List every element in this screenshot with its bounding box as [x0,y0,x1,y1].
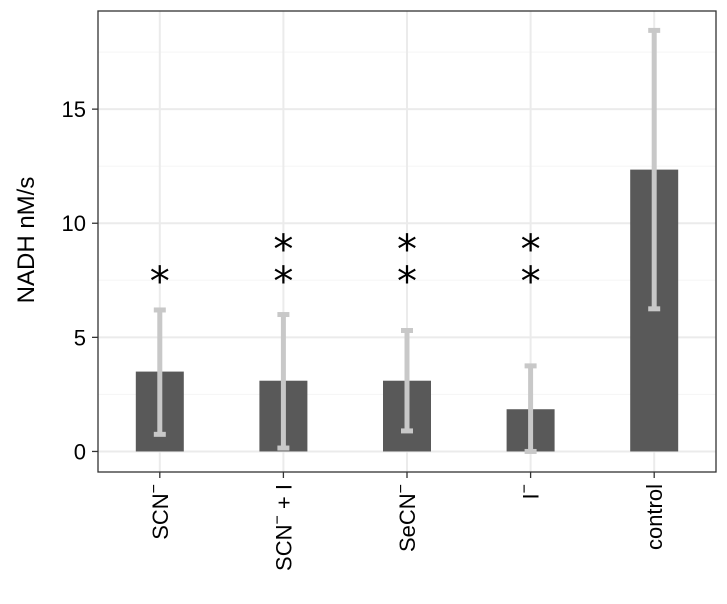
y-tick-label: 0 [74,439,86,464]
significance-marker: * [150,259,170,305]
error-bar [524,363,537,454]
error-bar [153,307,166,437]
error-bar [277,312,290,451]
x-tick-label: SCN− [146,484,173,540]
error-bars [153,27,661,454]
significance-marker: * [397,227,417,273]
y-axis-title: NADH nM/s [13,177,40,304]
significance-marker: * [521,259,541,305]
x-tick-label: SCN− + I [269,484,296,571]
x-tick-label: control [642,484,667,550]
y-tick-label: 10 [62,211,86,236]
y-tick-label: 15 [62,97,86,122]
x-tick-label: I− [517,484,544,499]
y-tick-label: 5 [74,325,86,350]
y-axis: 0 5 10 15 [62,97,98,464]
significance-marker: * [521,227,541,273]
significance-marker: * [273,227,293,273]
significance-marker: * [397,259,417,305]
significance-marker: * [273,259,293,305]
significance-markers: ******* [150,227,541,305]
error-bar [648,27,661,312]
x-tick-label: SeCN− [393,484,420,552]
error-bar [401,328,413,434]
x-axis: SCN− SCN− + I SeCN− I− control [146,472,667,571]
